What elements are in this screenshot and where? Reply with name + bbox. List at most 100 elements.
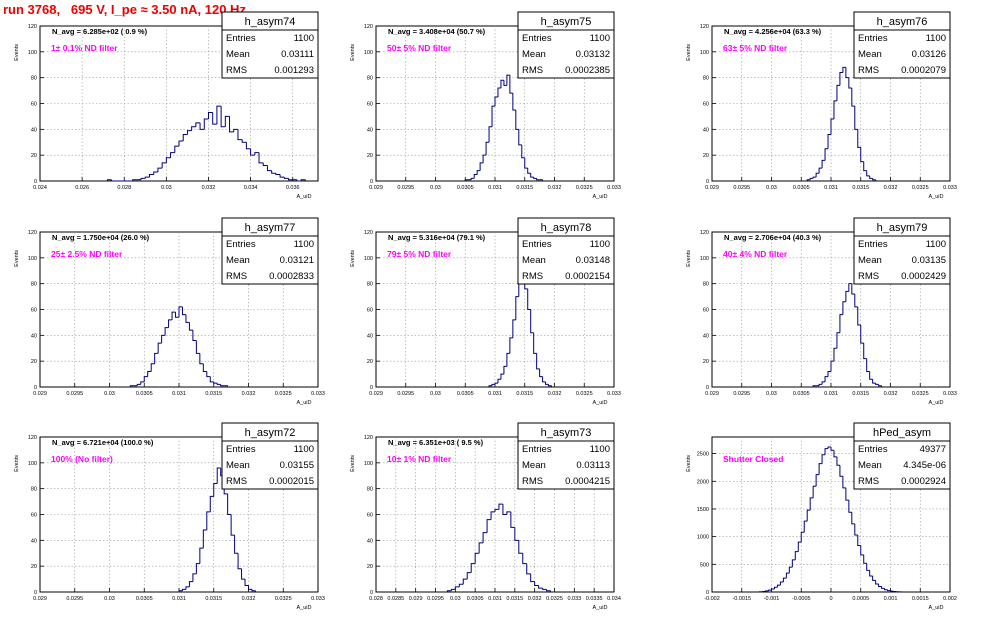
y-axis-label: Events — [14, 455, 20, 472]
histogram-bin — [154, 352, 159, 364]
x-tick-label: 0.0295 — [733, 185, 750, 191]
histogram-bin — [827, 446, 831, 449]
histogram-bin — [506, 352, 510, 367]
histogram-bin — [199, 353, 204, 365]
histogram-bin — [803, 520, 808, 533]
x-axis-label: A_uiD — [297, 194, 312, 200]
histogram-bin — [878, 384, 882, 387]
x-tick-label: 0.028 — [369, 596, 383, 602]
histogram-bin — [254, 152, 260, 156]
histogram-bin — [794, 551, 799, 560]
y-tick-label: 60 — [703, 102, 709, 108]
y-tick-label: 120 — [364, 435, 373, 441]
stats-value: 1100 — [294, 239, 314, 250]
stats-label: Entries — [858, 33, 888, 44]
histogram-bin — [170, 152, 175, 158]
histogram-bin — [466, 572, 472, 580]
n-avg-annotation: N_avg = 4.256e+04 (63.3 %) — [724, 27, 822, 36]
histogram-bin — [470, 563, 476, 573]
y-tick-label: 20 — [703, 359, 709, 365]
histogram-name: h_asym75 — [541, 16, 592, 28]
histogram-bin — [527, 168, 531, 174]
x-tick-label: 0.032 — [548, 185, 562, 191]
histogram-bin — [185, 314, 190, 323]
filter-annotation: 1± 0.1% ND filter — [51, 43, 118, 53]
x-tick-label: 0.032 — [884, 185, 898, 191]
histogram-bin — [227, 493, 232, 515]
stats-value: 0.0002924 — [901, 476, 946, 487]
histogram-bin — [771, 588, 775, 591]
stats-value: 0.03132 — [576, 49, 610, 60]
histogram-bin — [533, 332, 537, 354]
histogram-bin — [512, 319, 516, 338]
x-tick-label: 0.03 — [104, 391, 115, 397]
stats-label: Entries — [858, 239, 888, 250]
histogram-bin — [497, 378, 501, 384]
y-tick-label: 120 — [700, 24, 709, 30]
histogram-name: h_asym79 — [877, 222, 928, 234]
stats-value: 0.03135 — [912, 255, 946, 266]
histogram-panel: -0.002 -0.0015 -0.001 -0.0005 0 0.0005 0.001 0.… — [686, 422, 957, 611]
stats-value: 1100 — [294, 33, 314, 44]
y-axis-label: Events — [350, 44, 356, 61]
x-tick-label: 0.0305 — [467, 596, 484, 602]
histogram-bin — [476, 170, 481, 175]
histogram-bin — [890, 590, 894, 592]
histogram-bin — [470, 177, 475, 180]
histogram-bin — [842, 476, 846, 489]
histogram-bin — [773, 586, 778, 589]
histogram-bin — [216, 467, 221, 484]
histogram-bin — [866, 170, 870, 177]
stats-value: 0.03148 — [576, 255, 610, 266]
histogram-bin — [546, 589, 551, 592]
x-tick-label: 0.0305 — [457, 185, 474, 191]
y-tick-label: 40 — [31, 538, 37, 544]
histogram-bin — [872, 575, 876, 581]
y-tick-label: 100 — [364, 256, 373, 262]
x-tick-label: 0.029 — [369, 391, 383, 397]
x-tick-label: 0.032 — [884, 391, 898, 397]
histogram-bin — [498, 503, 503, 510]
x-tick-label: 0.029 — [705, 185, 719, 191]
histogram-bin — [213, 483, 218, 497]
histogram-bin — [521, 144, 525, 159]
histogram-bin — [192, 573, 197, 582]
n-avg-annotation: N_avg = 2.706e+04 (40.3 %) — [724, 233, 822, 242]
y-axis-label: Events — [686, 455, 692, 472]
y-tick-label: 0 — [706, 385, 709, 391]
histogram-bin — [161, 162, 167, 169]
histogram-bin — [199, 122, 205, 130]
stats-value: 0.03111 — [281, 49, 314, 60]
histogram-bin — [209, 495, 214, 512]
x-tick-label: 0.029 — [33, 596, 47, 602]
histogram-bin — [539, 368, 543, 378]
x-tick-label: 0.024 — [33, 185, 47, 191]
x-tick-label: 0.0295 — [397, 185, 414, 191]
x-tick-label: 0.032 — [242, 596, 256, 602]
histogram-bin — [506, 74, 510, 86]
stats-value: 0.0002429 — [901, 271, 946, 282]
histogram-bin — [809, 177, 814, 180]
histogram-bin — [827, 134, 831, 149]
x-tick-label: 0.0315 — [205, 391, 222, 397]
x-tick-label: 0.0325 — [275, 596, 292, 602]
histogram-bin — [530, 309, 534, 334]
y-tick-label: 40 — [31, 127, 37, 133]
stats-box — [853, 422, 951, 490]
x-tick-label: 0.0015 — [912, 596, 929, 602]
histogram-bin — [283, 177, 289, 179]
x-tick-label: 0.0295 — [397, 391, 414, 397]
x-tick-label: 0.031 — [488, 391, 502, 397]
histogram-bin — [234, 535, 239, 554]
histogram-bin — [860, 325, 864, 344]
histogram-bin — [140, 177, 146, 180]
y-tick-label: 0 — [370, 179, 373, 185]
histogram-bin — [509, 337, 513, 354]
histogram-bin — [220, 384, 225, 387]
histogram-bin — [854, 523, 858, 536]
x-tick-label: 0.031 — [488, 596, 502, 602]
histogram-panel: 0.029 0.0295 0.03 0.0305 0.031 0.0315 0.032 0.0… — [686, 217, 957, 406]
histogram-bin — [199, 547, 204, 564]
histogram-name: h_asym74 — [245, 16, 296, 28]
histogram-bin — [185, 586, 190, 590]
